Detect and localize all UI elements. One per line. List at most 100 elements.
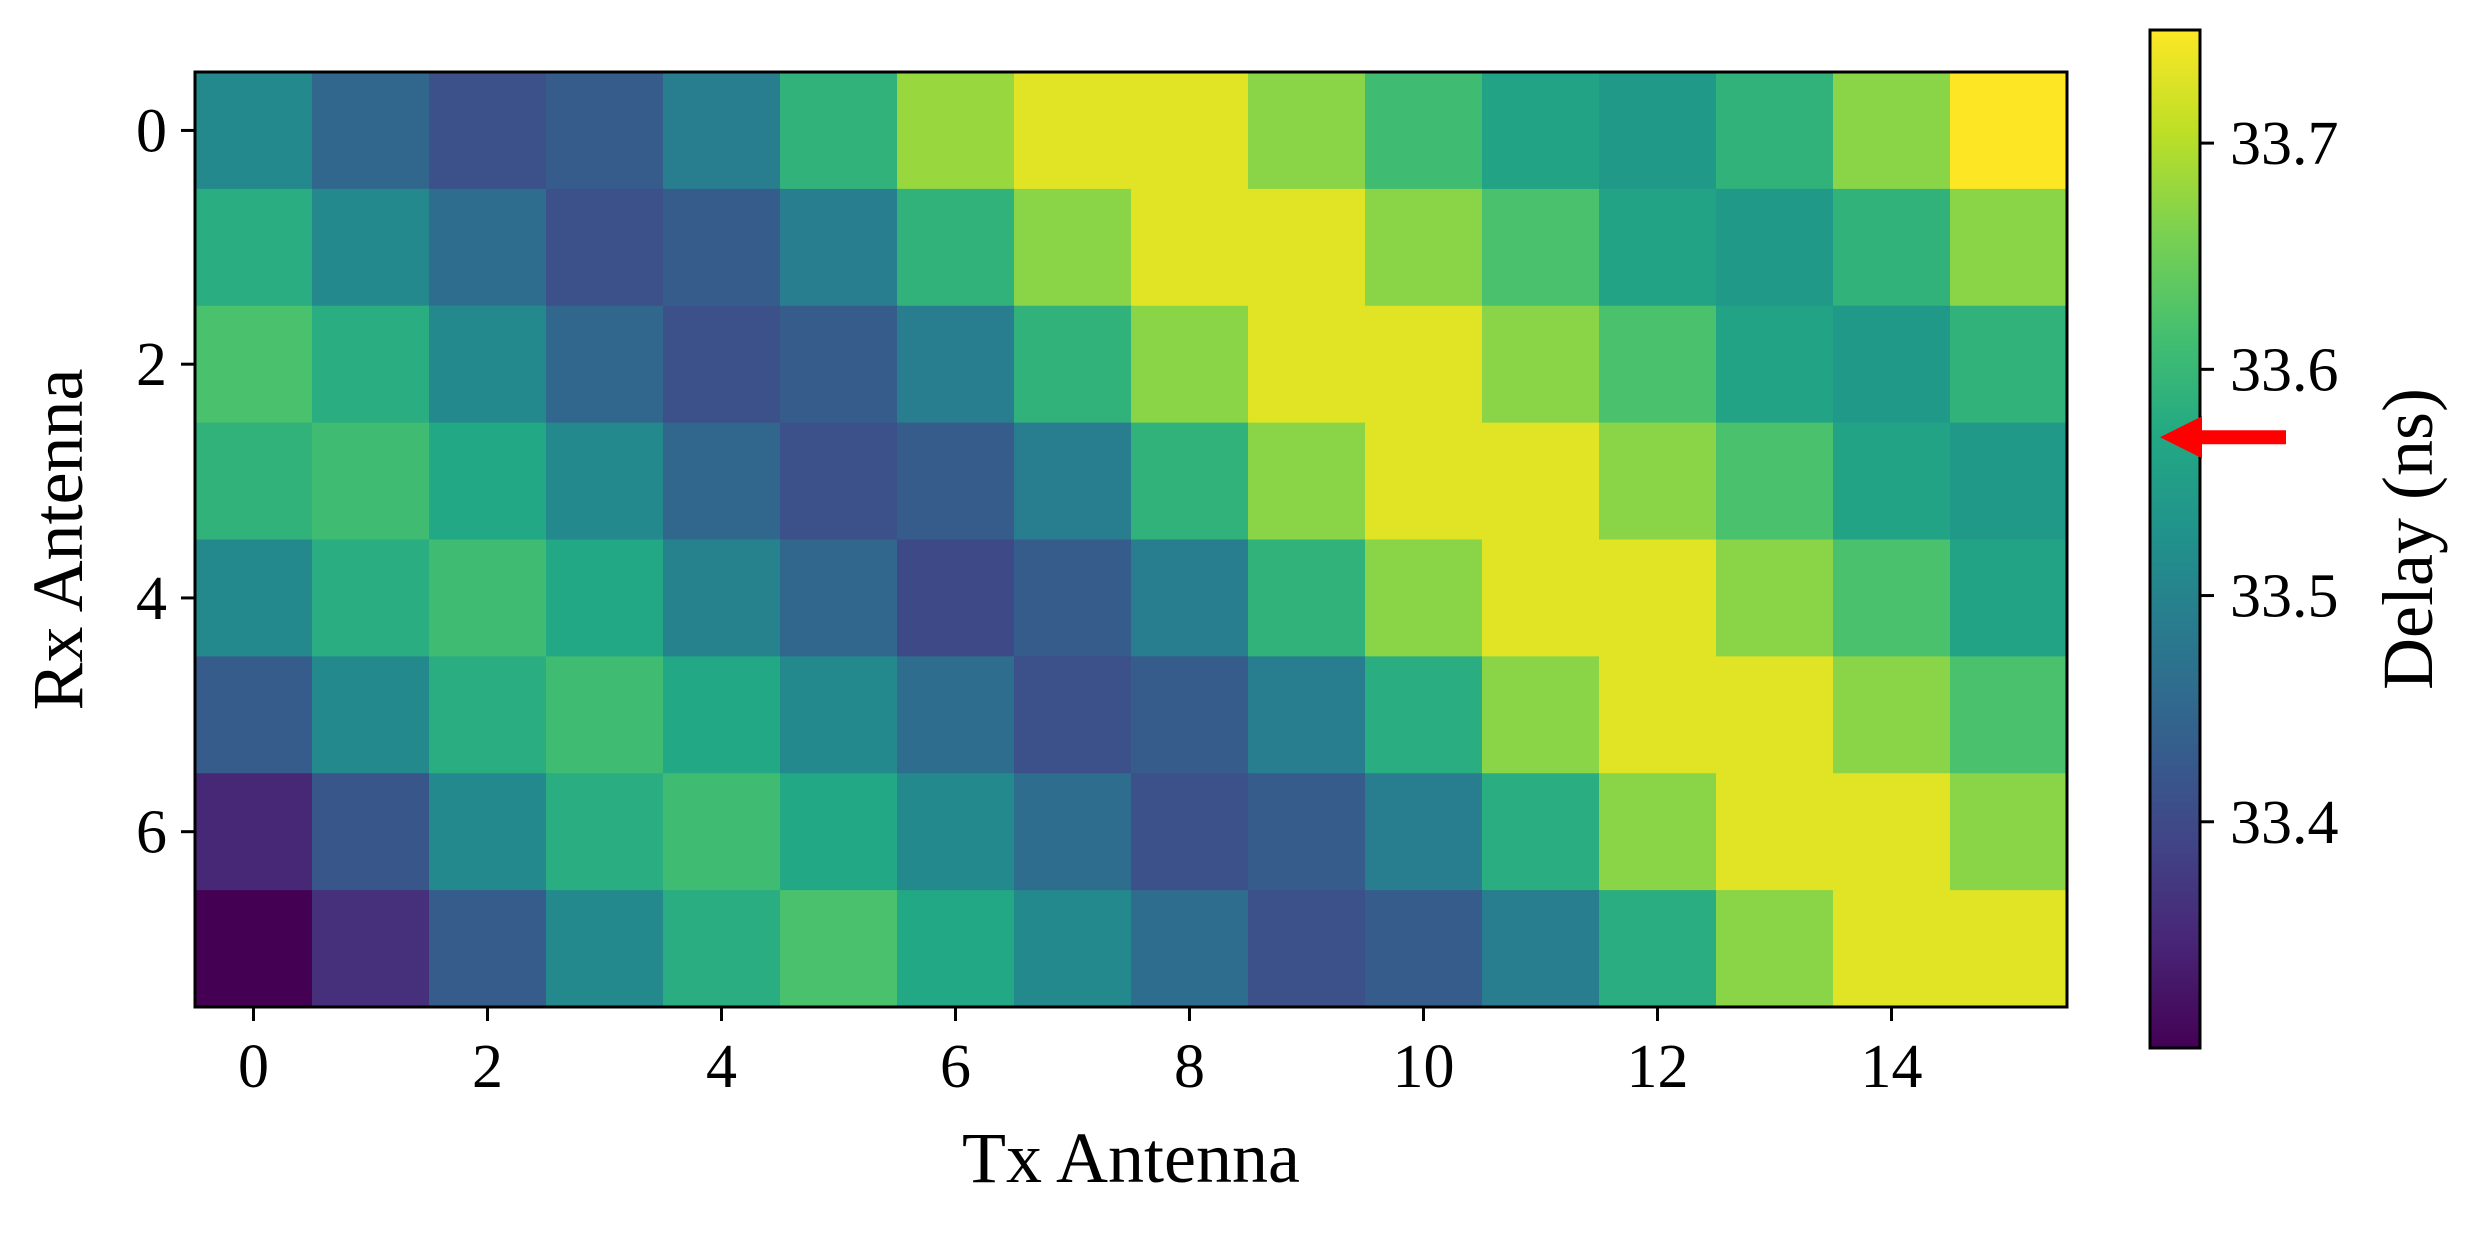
heatmap-cell-r4-c6 [897,539,1015,657]
heatmap-cell-r2-c3 [546,305,664,424]
colorbar [2148,28,2202,1050]
heatmap-cell-r7-c11 [1482,890,1600,1008]
heatmap-cell-r4-c9 [1248,539,1366,657]
heatmap-cell-r5-c1 [312,656,430,774]
heatmap-cell-r3-c0 [195,422,313,541]
heatmap-cell-r5-c0 [195,656,313,774]
colorbar-ticks: 33.4 33.5 33.6 33.7 [2200,110,2339,857]
heatmap-cell-r2-c11 [1482,305,1600,424]
heatmap-cell-r1-c0 [195,188,313,307]
heatmap-cell-r4-c12 [1599,539,1717,657]
heatmap-cell-r7-c0 [195,890,313,1008]
heatmap-cell-r3-c2 [429,422,547,541]
heatmap-cell-r5-c11 [1482,656,1600,774]
x-tick-label: 8 [1174,1033,1205,1101]
heatmap-cell-r7-c9 [1248,890,1366,1008]
heatmap-cell-r4-c15 [1950,539,2068,657]
heatmap-cell-r1-c8 [1131,188,1249,307]
heatmap-cell-r6-c12 [1599,773,1717,891]
heatmap-cell-r6-c15 [1950,773,2068,891]
heatmap-cell-r3-c11 [1482,422,1600,541]
heatmap-cell-r5-c4 [663,656,781,774]
heatmap-cell-r6-c3 [546,773,664,891]
heatmap-cell-r2-c8 [1131,305,1249,424]
heatmap-cell-r7-c15 [1950,890,2068,1008]
y-axis-label: Rx Antenna [18,369,98,711]
heatmap-cell-r7-c14 [1833,890,1951,1008]
heatmap-cell-r5-c6 [897,656,1015,774]
heatmap-cell-r6-c8 [1131,773,1249,891]
heatmap-cell-r0-c13 [1716,72,1834,190]
heatmap-cell-r1-c6 [897,188,1015,307]
heatmap-cell-r3-c4 [663,422,781,541]
heatmap-cell-r6-c5 [780,773,898,891]
heatmap-cell-r2-c12 [1599,305,1717,424]
heatmap-cell-r0-c14 [1833,72,1951,190]
colorbar-tick-label: 33.7 [2230,110,2339,178]
heatmap-cell-r5-c9 [1248,656,1366,774]
arrow-head [2160,416,2202,459]
heatmap-cell-r7-c6 [897,890,1015,1008]
heatmap-cell-r5-c15 [1950,656,2068,774]
heatmap-cell-r1-c4 [663,188,781,307]
heatmap-cell-r6-c10 [1365,773,1483,891]
heatmap-cell-r3-c15 [1950,422,2068,541]
heatmap-cell-r7-c8 [1131,890,1249,1008]
heatmap-cell-r4-c8 [1131,539,1249,657]
heatmap-cell-r1-c14 [1833,188,1951,307]
plot-frame [193,70,2069,1009]
x-tick-label: 12 [1627,1033,1689,1101]
heatmap-cell-r0-c0 [195,72,313,190]
heatmap-cell-r0-c1 [312,72,430,190]
heatmap-cell-r4-c1 [312,539,430,657]
heatmap-cell-r4-c13 [1716,539,1834,657]
heatmap-cell-r4-c3 [546,539,664,657]
y-tick-label: 4 [136,565,167,633]
heatmap-cell-r5-c3 [546,656,664,774]
heatmap-cell-r3-c14 [1833,422,1951,541]
heatmap-cell-r4-c11 [1482,539,1600,657]
heatmap-cell-r1-c1 [312,188,430,307]
heatmap-cell-r7-c1 [312,890,430,1008]
heatmap-cell-r0-c6 [897,72,1015,190]
heatmap-cell-r1-c12 [1599,188,1717,307]
heatmap-cell-r6-c1 [312,773,430,891]
heatmap-cell-r1-c11 [1482,188,1600,307]
heatmap-cell-r0-c8 [1131,72,1249,190]
heatmap-cell-r6-c13 [1716,773,1834,891]
heatmap-cell-r6-c7 [1014,773,1132,891]
heatmap-cell-r0-c9 [1248,72,1366,190]
heatmap-cell-r5-c8 [1131,656,1249,774]
x-axis-ticks: 0 2 4 6 8 10 12 14 [238,1007,1923,1101]
heatmap-cell-r7-c2 [429,890,547,1008]
heatmap-cell-r3-c1 [312,422,430,541]
x-tick-label: 14 [1861,1033,1923,1101]
heatmap-cell-r3-c3 [546,422,664,541]
heatmap-cell-r2-c5 [780,305,898,424]
heatmap-cell-r1-c3 [546,188,664,307]
heatmap-cell-r3-c7 [1014,422,1132,541]
heatmap-cell-r2-c14 [1833,305,1951,424]
heatmap-cell-r1-c9 [1248,188,1366,307]
heatmap-cell-r3-c12 [1599,422,1717,541]
x-tick-label: 4 [706,1033,737,1101]
y-tick-label: 6 [136,799,167,867]
heatmap-cell-r4-c14 [1833,539,1951,657]
heatmap-cell-r7-c13 [1716,890,1834,1008]
heatmap-cell-r7-c4 [663,890,781,1008]
heatmap-cell-r7-c7 [1014,890,1132,1008]
heatmap-cell-r3-c6 [897,422,1015,541]
x-tick-label: 0 [238,1033,269,1101]
heatmap-cell-r1-c10 [1365,188,1483,307]
heatmap-cell-r0-c5 [780,72,898,190]
heatmap-cell-r1-c2 [429,188,547,307]
heatmap-cell-r0-c2 [429,72,547,190]
heatmap-cell-r3-c5 [780,422,898,541]
heatmap-cell-r3-c8 [1131,422,1249,541]
y-tick-label: 0 [136,97,167,165]
heatmap-cell-r6-c0 [195,773,313,891]
heatmap-cell-r2-c2 [429,305,547,424]
heatmap-cell-r2-c4 [663,305,781,424]
